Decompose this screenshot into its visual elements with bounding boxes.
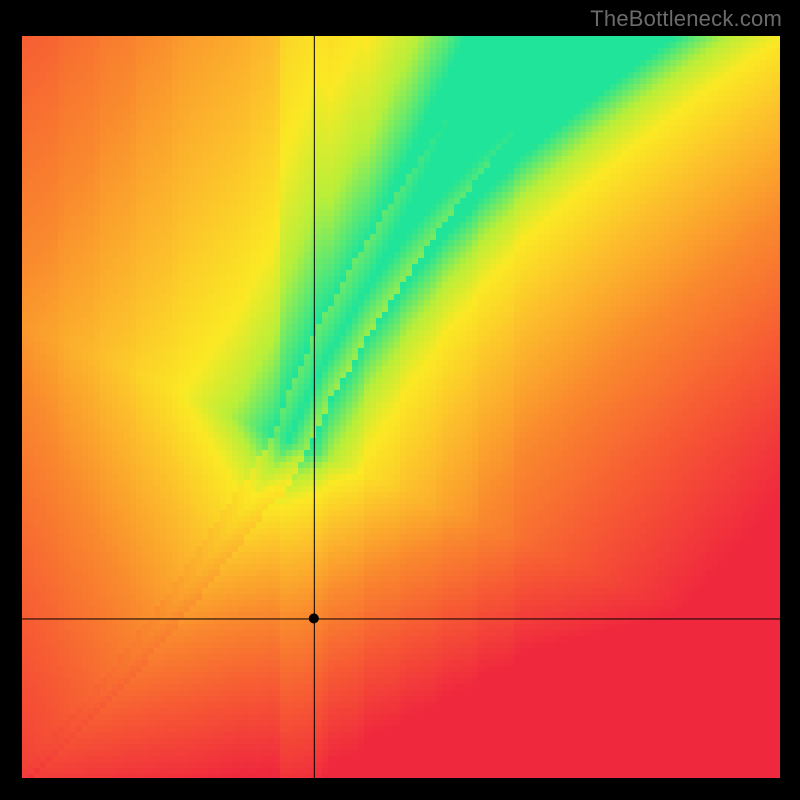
- heatmap-canvas: [22, 36, 780, 778]
- watermark-label: TheBottleneck.com: [590, 6, 782, 32]
- heatmap-plot: [22, 36, 780, 778]
